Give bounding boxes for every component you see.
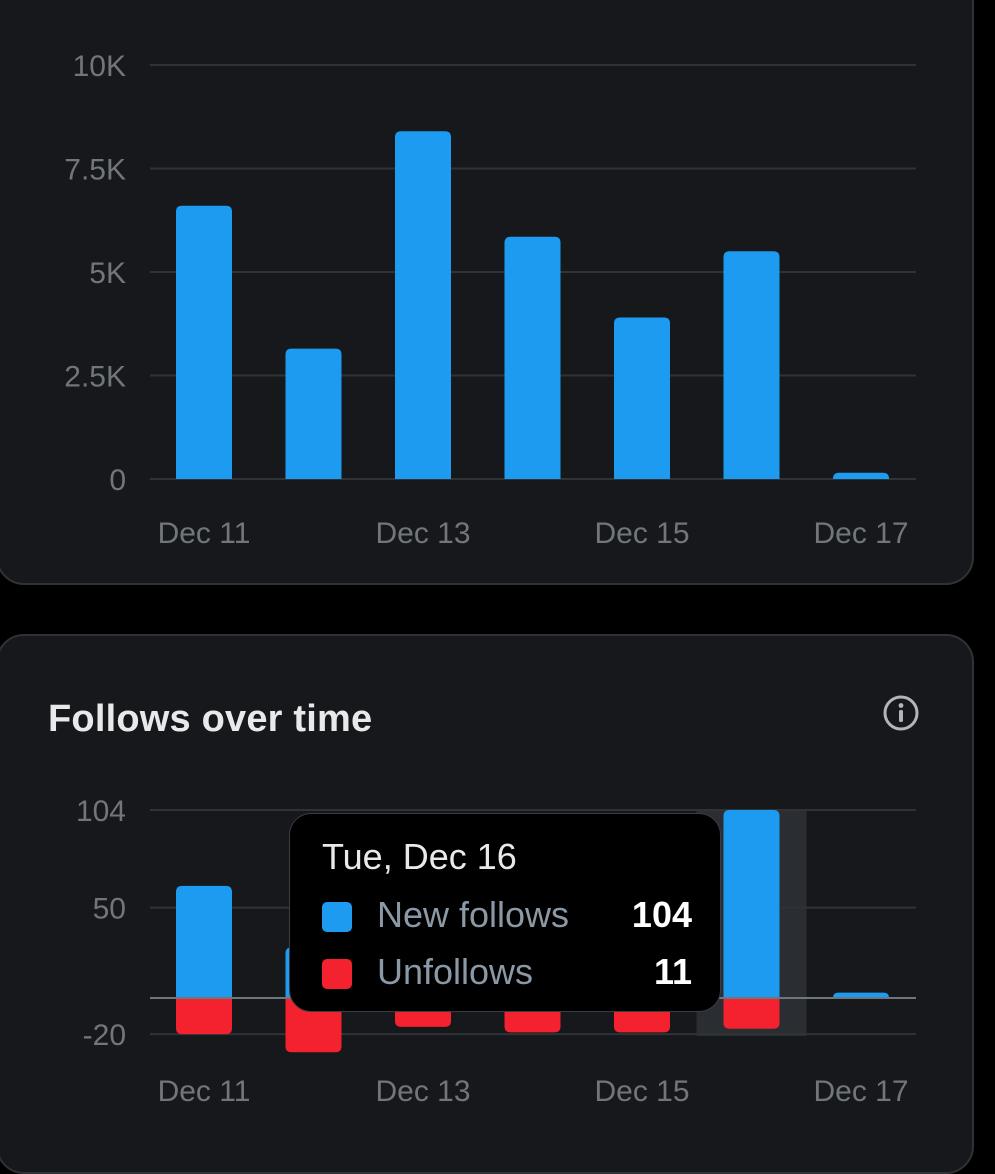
bar-new-follows — [723, 810, 780, 998]
card-title: Follows over time — [48, 698, 373, 740]
bar-new-follows — [176, 885, 232, 998]
bar — [723, 251, 780, 479]
tooltip-value: 104 — [631, 894, 692, 935]
new-follows-swatch — [322, 902, 352, 932]
x-tick-label: Dec 11 — [158, 1075, 251, 1108]
bar — [504, 236, 561, 479]
impressions-card — [0, 0, 974, 585]
bar-unfollows — [176, 998, 232, 1035]
tooltip-date: Tue, Dec 16 — [322, 836, 517, 877]
tooltip-row-unfollows: Unfollows 11 — [322, 951, 692, 995]
bar-new-follows — [833, 992, 889, 998]
tooltip-row-new-follows: New follows 104 — [322, 894, 692, 938]
bar — [176, 205, 232, 479]
x-tick-label: Dec 17 — [813, 1075, 908, 1108]
y-tick-label: 0 — [109, 464, 126, 497]
bar — [833, 472, 889, 479]
y-tick-label: 2.5K — [64, 361, 126, 394]
info-icon[interactable] — [882, 694, 920, 732]
chart-tooltip: Tue, Dec 16 New follows 104 Unfollows 11 — [289, 813, 721, 1012]
bar-unfollows — [723, 998, 780, 1029]
x-tick-label: Dec 13 — [375, 517, 470, 550]
bar — [614, 317, 670, 479]
x-tick-label: Dec 15 — [594, 517, 689, 550]
unfollows-swatch — [322, 959, 352, 989]
y-tick-label: 104 — [76, 795, 126, 828]
tooltip-label: Unfollows — [377, 951, 534, 992]
y-tick-label: 5K — [89, 257, 126, 290]
y-tick-label: -20 — [83, 1019, 126, 1052]
impressions-chart: 10K 7.5K 5K 2.5K 0 Dec 11 Dec 13 Dec 15 Dec 17 — [64, 50, 916, 550]
bar — [285, 348, 342, 479]
tooltip-value: 11 — [653, 951, 692, 992]
tooltip-label: New follows — [377, 894, 570, 935]
x-tick-label: Dec 17 — [813, 517, 908, 550]
x-tick-label: Dec 13 — [375, 1075, 470, 1108]
y-tick-label: 10K — [73, 50, 126, 83]
bar — [395, 131, 451, 480]
y-tick-label: 7.5K — [64, 154, 126, 187]
y-tick-label: 50 — [93, 893, 126, 926]
x-tick-label: Dec 15 — [594, 1075, 689, 1108]
x-tick-label: Dec 11 — [158, 517, 251, 550]
